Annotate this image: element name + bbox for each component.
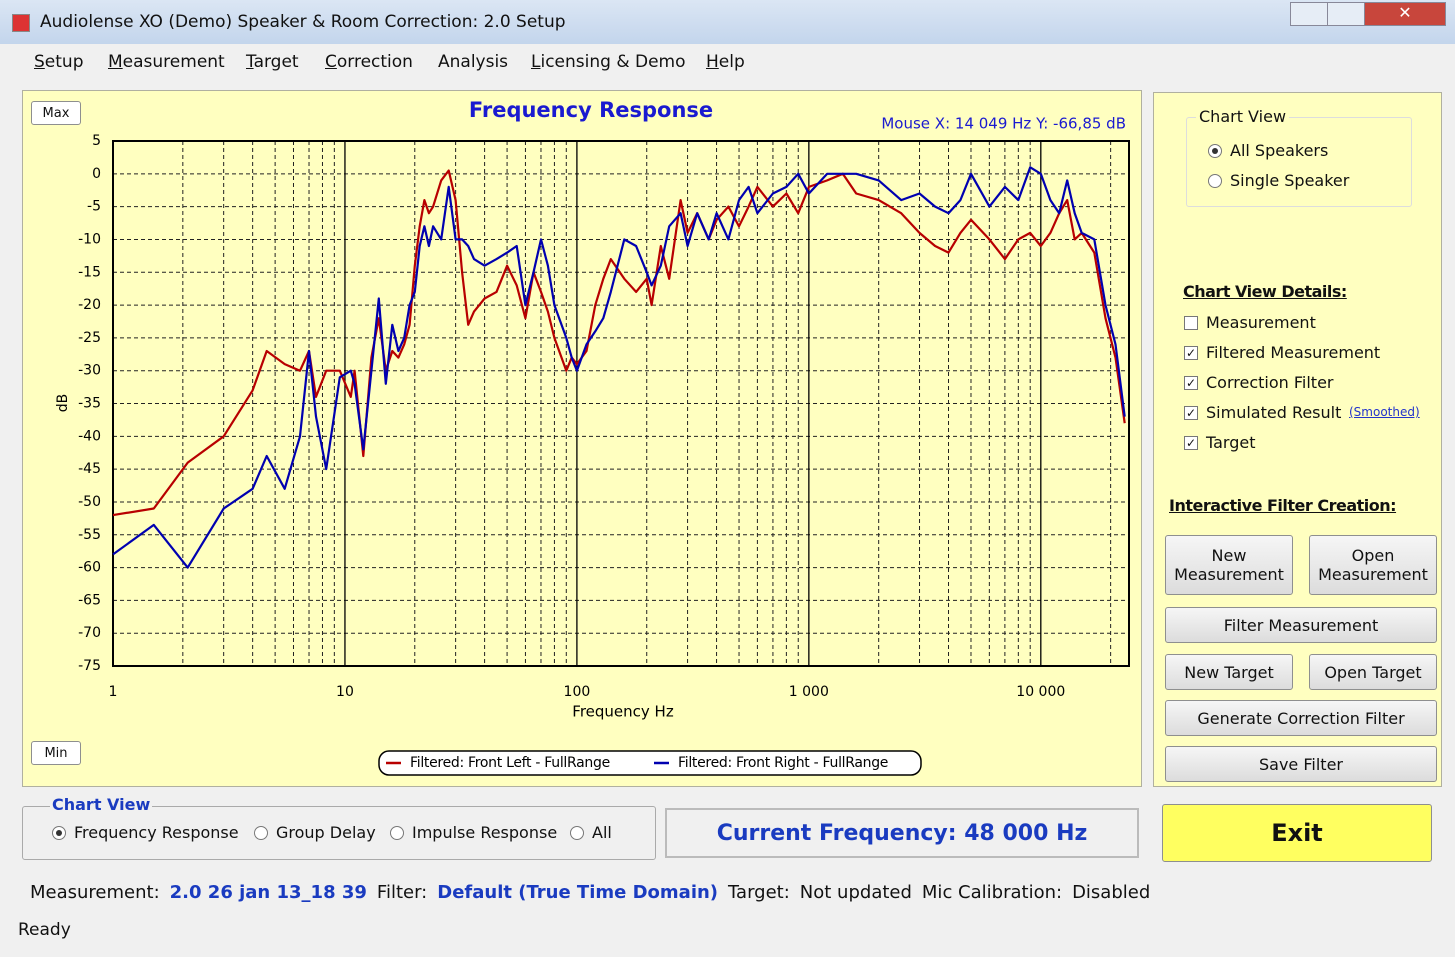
y-tick-label: -15	[78, 264, 101, 280]
option-label: Single Speaker	[1230, 171, 1350, 190]
y-tick-label: -55	[78, 527, 101, 543]
x-tick-label: 10 000	[1016, 684, 1065, 700]
y-tick-label: -40	[78, 428, 101, 444]
option-label: Impulse Response	[412, 823, 558, 842]
y-tick-label: -30	[78, 363, 101, 379]
button[interactable]: Filter Measurement	[1165, 607, 1437, 643]
group-title: Chart View	[1196, 107, 1290, 126]
radio-option[interactable]: All Speakers	[1208, 141, 1328, 160]
y-tick-label: -70	[78, 625, 101, 641]
min-button[interactable]: Min	[31, 741, 81, 765]
series-line	[112, 166, 1126, 569]
side-panel: Chart View All Speakers Single Speaker C…	[1153, 92, 1442, 787]
button[interactable]: New Measurement	[1165, 535, 1293, 595]
info-value: Disabled	[1072, 882, 1151, 903]
option-label: Correction Filter	[1206, 373, 1334, 392]
checkbox[interactable]: ✓ Simulated Result	[1184, 403, 1342, 422]
x-tick-label: 100	[564, 684, 591, 700]
menu-item[interactable]: Analysis	[438, 52, 509, 72]
y-tick-label: -50	[78, 494, 101, 510]
menu-item[interactable]: Target	[246, 52, 299, 72]
y-tick-label: -10	[78, 231, 101, 247]
section-title: Interactive Filter Creation:	[1169, 496, 1397, 515]
menu-item[interactable]: Setup	[34, 52, 84, 72]
legend-label: Filtered: Front Right - FullRange	[678, 755, 888, 771]
info-label: Measurement:	[30, 882, 160, 903]
option-label: Measurement	[1206, 313, 1316, 332]
minimize-button[interactable]	[1290, 2, 1328, 26]
option-label: Group Delay	[276, 823, 376, 842]
chart-panel: Frequency Response Mouse X: 14 049 Hz Y:…	[22, 90, 1142, 787]
y-tick-label: -35	[78, 396, 101, 412]
close-button[interactable]: ✕	[1364, 2, 1446, 26]
option-label: Frequency Response	[74, 823, 239, 842]
y-tick-label: -5	[87, 199, 101, 215]
y-tick-label: 5	[92, 133, 101, 149]
menu-item[interactable]: Licensing & Demo	[531, 52, 686, 72]
option-label: All Speakers	[1230, 141, 1329, 160]
radio-option[interactable]: Single Speaker	[1208, 171, 1349, 190]
legend-label: Filtered: Front Left - FullRange	[410, 755, 610, 771]
chart-view-bottom-group	[22, 806, 656, 860]
smoothed-link[interactable]: (Smoothed)	[1349, 405, 1420, 419]
x-axis-label: Frequency Hz	[572, 703, 674, 721]
checkbox[interactable]: ✓ Correction Filter	[1184, 373, 1334, 392]
chart: Frequency Response Mouse X: 14 049 Hz Y:…	[55, 98, 1130, 776]
y-tick-label: 0	[92, 166, 101, 182]
section-title: Chart View Details:	[1183, 282, 1347, 301]
plot-frame	[112, 140, 1130, 667]
button[interactable]: Open Measurement	[1309, 535, 1437, 595]
radio-option[interactable]: Frequency Response	[52, 823, 239, 842]
checkbox[interactable]: ✓ Target	[1184, 433, 1256, 452]
chart-view-group	[1186, 117, 1412, 207]
option-label: Target	[1206, 433, 1256, 452]
option-label: All	[592, 823, 612, 842]
y-tick-label: -25	[78, 330, 101, 346]
info-line: Measurement: 2.0 26 jan 13_18 39 Filter:…	[30, 882, 1150, 903]
x-tick-label: 10	[336, 684, 354, 700]
checkbox[interactable]: Measurement	[1184, 313, 1316, 332]
radio-option[interactable]: Impulse Response	[390, 823, 557, 842]
info-value: 2.0 26 jan 13_18 39	[169, 882, 367, 903]
y-tick-label: -60	[78, 560, 101, 576]
title-bar: Audiolense XO (Demo) Speaker & Room Corr…	[0, 0, 1455, 44]
mouse-readout: Mouse X: 14 049 Hz Y: -66,85 dB	[881, 115, 1126, 133]
info-label: Target:	[728, 882, 790, 903]
menu-item[interactable]: Measurement	[108, 52, 225, 72]
info-value: Not updated	[799, 882, 912, 903]
x-tick-label: 1 000	[789, 684, 829, 700]
menu-item[interactable]: Correction	[325, 52, 413, 72]
button[interactable]: Open Target	[1309, 654, 1437, 690]
y-tick-label: -45	[78, 461, 101, 477]
y-tick-label: -75	[78, 658, 101, 674]
maximize-button[interactable]	[1327, 2, 1365, 26]
option-label: Filtered Measurement	[1206, 343, 1381, 362]
status-text: Ready	[18, 920, 71, 940]
legend-box	[378, 750, 922, 776]
radio-option[interactable]: Group Delay	[254, 823, 376, 842]
group-title: Chart View	[50, 795, 153, 814]
current-frequency: Current Frequency: 48 000 Hz	[665, 808, 1139, 858]
window-title: Audiolense XO (Demo) Speaker & Room Corr…	[40, 12, 566, 32]
y-tick-label: -65	[78, 592, 101, 608]
info-label: Filter:	[376, 882, 428, 903]
button[interactable]: Generate Correction Filter	[1165, 700, 1437, 736]
max-button[interactable]: Max	[31, 101, 81, 125]
y-axis-label: dB	[55, 394, 71, 413]
x-tick-label: 1	[109, 684, 118, 700]
chart-title: Frequency Response	[469, 98, 713, 122]
info-value: Default (True Time Domain)	[437, 882, 719, 903]
app-icon	[12, 14, 30, 32]
radio-option[interactable]: All	[570, 823, 612, 842]
menu-item[interactable]: Help	[706, 52, 745, 72]
option-label: Simulated Result	[1206, 403, 1342, 422]
checkbox[interactable]: ✓ Filtered Measurement	[1184, 343, 1381, 362]
info-label: Mic Calibration:	[921, 882, 1063, 903]
y-tick-label: -20	[78, 297, 101, 313]
button[interactable]: Save Filter	[1165, 746, 1437, 782]
button[interactable]: New Target	[1165, 654, 1293, 690]
exit-button[interactable]: Exit	[1162, 804, 1432, 862]
